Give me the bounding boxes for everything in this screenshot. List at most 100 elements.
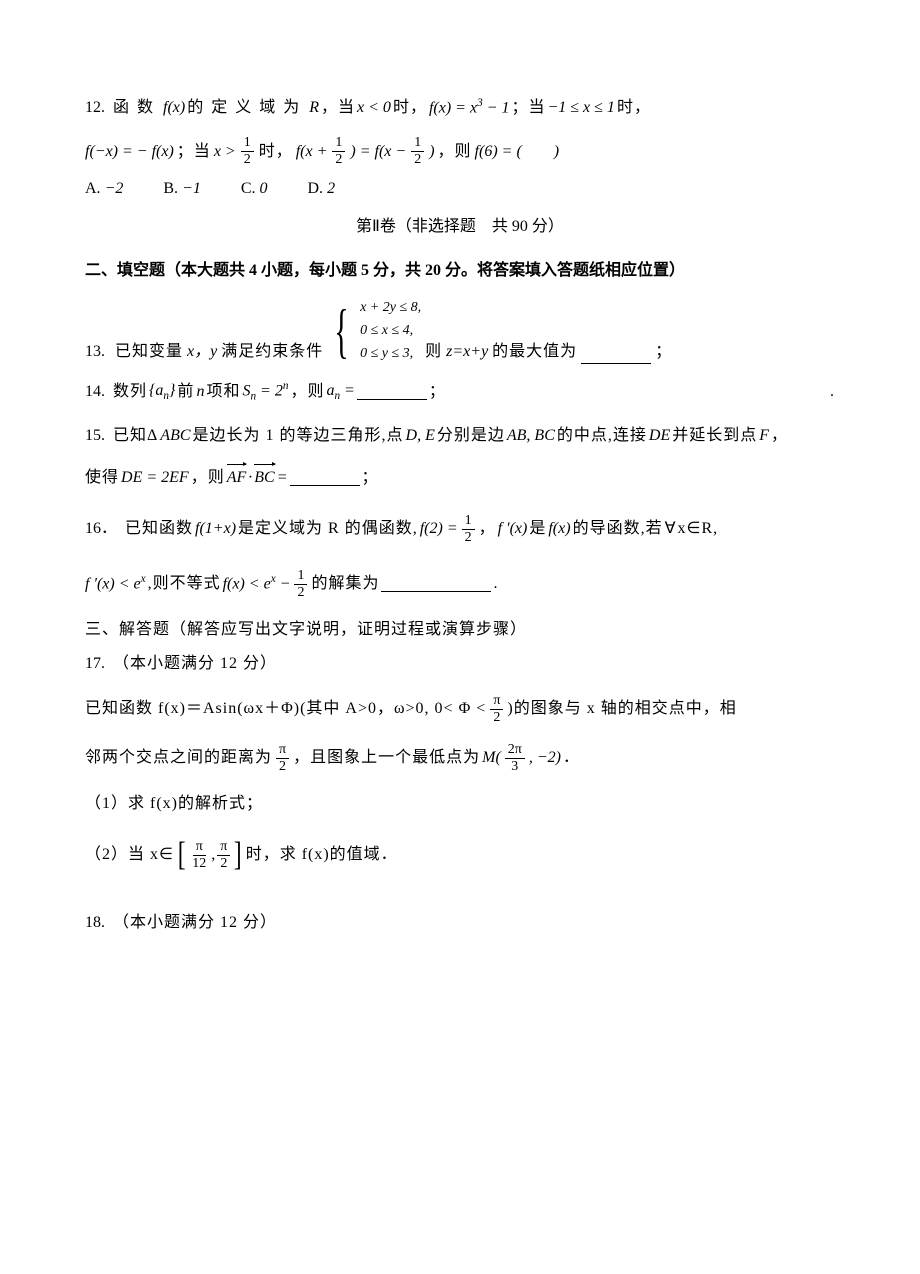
q16-fx: f(x) <box>548 517 570 541</box>
q16-num: 16． <box>85 517 117 541</box>
q16-f1x: f(1+x) <box>195 517 236 541</box>
choice-a: A.−2 <box>85 177 123 201</box>
q12-t8: 时， <box>259 140 293 164</box>
q15-de2: DE <box>649 424 670 448</box>
question-13: 13. 已知变量 x，y 满足约束条件 { x + 2y ≤ 8, 0 ≤ x … <box>85 297 835 364</box>
q12-t3: ，当 <box>321 96 355 120</box>
q15-t4: 的中点,连接 <box>557 424 647 448</box>
q15-num: 15. <box>85 424 105 448</box>
q16-l2t1: ,则不等式 <box>148 572 221 596</box>
q14-n: n <box>196 380 204 404</box>
q13-t4: 的最大值为 <box>492 340 577 364</box>
q13-case1: x + 2y ≤ 8, <box>360 297 421 318</box>
q13-blank <box>581 348 651 364</box>
q12-fxp3: ) <box>429 140 434 164</box>
q12-fminus: f(−x) = − f(x) <box>85 140 174 164</box>
q16-t2: 是定义域为 R 的偶函数, <box>238 517 418 541</box>
q16-t5: 的导函数,若 <box>573 517 663 541</box>
q17-p2t1: （2）当 x∈ <box>85 843 174 867</box>
q12-t4: 时， <box>393 96 427 120</box>
q13-case2: 0 ≤ x ≤ 4, <box>360 320 421 341</box>
q12-half-3: 12 <box>411 136 424 167</box>
q17-l1t2: )的图象与 x 轴的相交点中，相 <box>507 697 736 721</box>
choice-d: D.2 <box>308 177 336 201</box>
q18-pts: （本小题满分 12 分） <box>113 911 277 935</box>
choice-c: C.0 <box>241 177 268 201</box>
q12-half-2: 12 <box>332 136 345 167</box>
q12-f6: f(6) = ( ) <box>475 140 560 164</box>
q15-t6: ， <box>771 424 788 448</box>
part2-title: 第Ⅱ卷（非选择题 共 90 分） <box>85 215 835 239</box>
q13-num: 13. <box>85 340 105 364</box>
q16-xr: x∈R, <box>678 517 719 541</box>
q13-t1: 已知变量 <box>115 340 183 364</box>
q12-f1: f(x) <box>163 96 185 120</box>
question-16: 16． 已知函数 f(1+x) 是定义域为 R 的偶函数, f(2) = 12 … <box>85 514 835 600</box>
question-17: 17. （本小题满分 12 分） 已知函数 f(x)＝Asin(ωx＋Φ)(其中… <box>85 652 835 871</box>
q14-t5: ； <box>429 380 446 404</box>
q12-f2: f(x) = x3 − 1 <box>429 95 510 120</box>
q16-t6: . <box>493 572 498 596</box>
q12-fxp2: ) = f(x − <box>350 140 406 164</box>
q13-xy: x，y <box>187 340 217 364</box>
section-3-title: 三、解答题（解答应写出文字说明，证明过程或演算步骤） <box>85 618 835 642</box>
q14-t2: 前 <box>177 380 194 404</box>
q15-blank <box>290 470 360 486</box>
q15-dot: · <box>248 466 252 490</box>
q16-half2: 12 <box>294 569 307 600</box>
section-2-title: 二、填空题（本大题共 4 小题，每小题 5 分，共 20 分。将答案填入答题纸相… <box>85 259 835 283</box>
q15-de: D, E <box>406 424 435 448</box>
q17-p1: （1）求 f(x)的解析式； <box>85 792 835 816</box>
q14-num: 14. <box>85 380 105 404</box>
q16-t1: 已知函数 <box>125 517 193 541</box>
q14-t6: . <box>830 380 835 404</box>
q15-t1: 已知Δ <box>113 424 158 448</box>
q17-pts: （本小题满分 12 分） <box>113 652 277 676</box>
q15-abbc: AB, BC <box>507 424 555 448</box>
q16-l2f2: f(x) < ex − <box>223 571 291 596</box>
q14-t3: 项和 <box>206 380 240 404</box>
q15-t2: 是边长为 1 的等边三角形,点 <box>193 424 404 448</box>
q16-fprime: f ′(x) <box>498 517 528 541</box>
q16-f2: f(2) = <box>420 517 458 541</box>
q17-l2t2: ，且图象上一个最低点为 <box>293 746 480 770</box>
q13-case3: 0 ≤ y ≤ 3, <box>360 343 421 364</box>
q12-t5: ；当 <box>511 96 545 120</box>
q12-R: R <box>309 96 319 120</box>
q17-p2t2: 时，求 f(x)的值域． <box>246 843 398 867</box>
q14-t4: ，则 <box>290 380 324 404</box>
q17-M: M( <box>482 746 501 770</box>
q17-M2: , −2) <box>529 746 561 770</box>
q16-t3: ， <box>479 517 496 541</box>
question-15: 15. 已知Δ ABC 是边长为 1 的等边三角形,点 D, E 分别是边 AB… <box>85 424 835 490</box>
q14-an2: an = <box>326 379 354 405</box>
q17-pi2: π2 <box>490 694 503 725</box>
question-14: 14. 数列 {an} 前 n 项和 Sn = 2n ，则 an = ； . <box>85 378 835 405</box>
q12-t7: ；当 <box>177 140 211 164</box>
question-18: 18. （本小题满分 12 分） <box>85 911 835 935</box>
q17-num: 17. <box>85 652 105 676</box>
q12-t9: ，则 <box>438 140 472 164</box>
q15-eq: = <box>277 466 288 490</box>
q13-cases: { x + 2y ≤ 8, 0 ≤ x ≤ 4, 0 ≤ y ≤ 3, <box>327 297 421 364</box>
q12-cond1: x < 0 <box>357 96 391 120</box>
q15-l2t1: 使得 <box>85 466 119 490</box>
q14-blank <box>357 384 427 400</box>
q16-blank <box>381 576 491 592</box>
q12-choices: A.−2 B.−1 C.0 D.2 <box>85 177 835 201</box>
q16-t4: 是 <box>529 517 546 541</box>
forall-icon: ∀ <box>665 517 676 541</box>
q13-t5: ； <box>655 340 672 364</box>
q17-l2t3: ． <box>563 746 580 770</box>
q14-sn: Sn = 2n <box>242 378 288 405</box>
q15-t5: 并延长到点 <box>672 424 757 448</box>
q13-z: z=x+y <box>446 340 488 364</box>
q15-abc: ABC <box>160 424 190 448</box>
q18-num: 18. <box>85 911 105 935</box>
choice-b: B.−1 <box>163 177 200 201</box>
q15-t7: ； <box>362 466 379 490</box>
q12-xgt: x > <box>214 140 236 164</box>
q13-t3: 则 <box>425 340 442 364</box>
q15-vec-bc: BC <box>254 466 274 490</box>
q16-l2f: f ′(x) < ex <box>85 571 146 596</box>
